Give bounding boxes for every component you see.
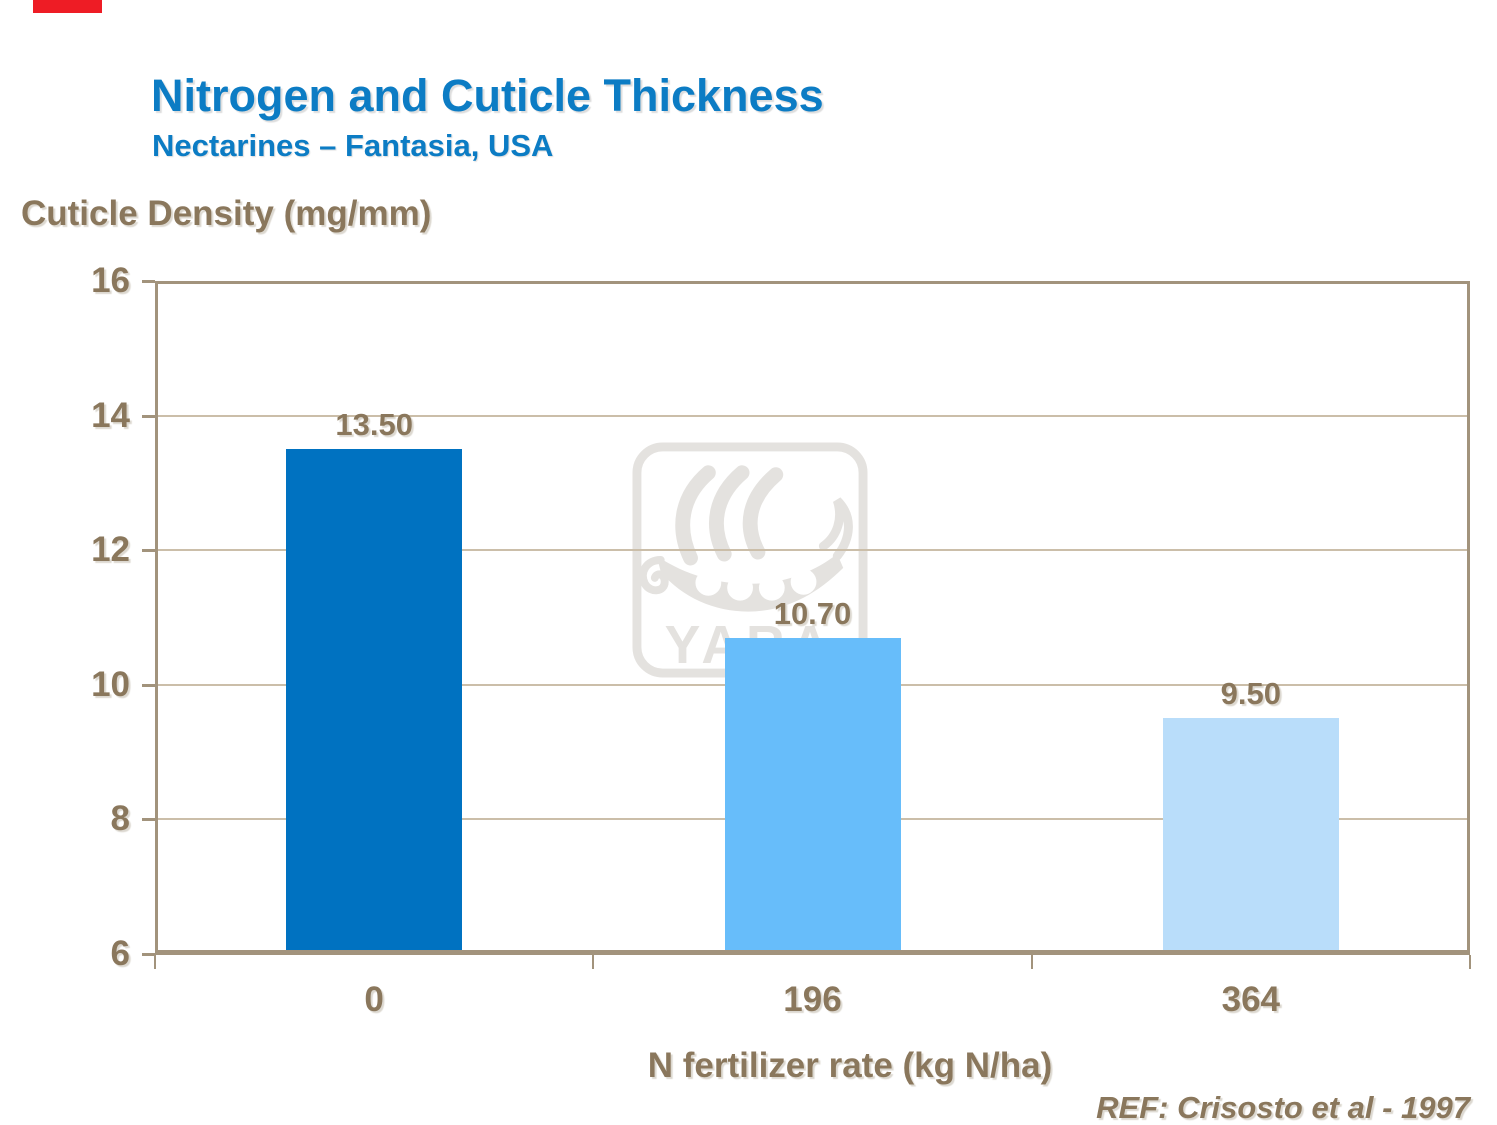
x-tick-mark bbox=[1030, 955, 1033, 969]
y-tick-mark bbox=[142, 683, 155, 687]
y-tick-mark bbox=[142, 953, 155, 956]
y-axis-title: Cuticle Density (mg/mm) bbox=[21, 194, 432, 233]
bar bbox=[286, 449, 463, 954]
x-tick-mark bbox=[154, 955, 156, 969]
y-tick-mark bbox=[142, 549, 155, 553]
bar-value-label: 13.50 bbox=[335, 407, 413, 443]
y-tick-label: 16 bbox=[91, 261, 130, 300]
red-accent-bar bbox=[33, 0, 102, 13]
x-category-label: 0 bbox=[364, 980, 384, 1019]
gridline bbox=[157, 549, 1468, 552]
y-tick-label: 14 bbox=[91, 395, 130, 435]
reference-text: REF: Crisosto et al - 1997 bbox=[1096, 1090, 1470, 1125]
page-title: Nitrogen and Cuticle Thickness bbox=[151, 70, 824, 121]
page-subtitle: Nectarines – Fantasia, USA bbox=[152, 128, 554, 163]
x-category-label: 364 bbox=[1221, 980, 1281, 1019]
x-tick-mark bbox=[592, 955, 595, 969]
bar-value-label: 10.70 bbox=[773, 595, 852, 631]
y-tick-label: 12 bbox=[91, 530, 130, 570]
bar bbox=[724, 637, 901, 954]
y-tick-mark bbox=[142, 280, 155, 283]
y-tick-label: 6 bbox=[110, 934, 130, 973]
x-tick-mark bbox=[1469, 955, 1471, 969]
y-tick-mark bbox=[142, 414, 155, 418]
y-tick-label: 8 bbox=[110, 799, 130, 839]
x-axis-title: N fertilizer rate (kg N/ha) bbox=[647, 1046, 1053, 1085]
bar bbox=[1162, 718, 1339, 954]
bar-value-label: 9.50 bbox=[1220, 676, 1281, 712]
y-tick-mark bbox=[142, 818, 155, 822]
gridline bbox=[157, 414, 1468, 417]
x-category-label: 196 bbox=[783, 980, 842, 1019]
y-tick-label: 10 bbox=[91, 664, 130, 704]
